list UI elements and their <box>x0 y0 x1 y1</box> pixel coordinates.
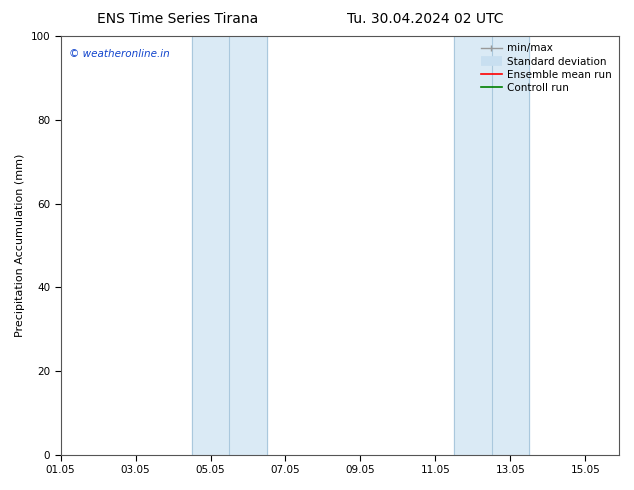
Bar <box>191 36 230 455</box>
Text: Tu. 30.04.2024 02 UTC: Tu. 30.04.2024 02 UTC <box>347 12 503 26</box>
Bar <box>491 36 529 455</box>
Bar <box>230 36 267 455</box>
Bar <box>454 36 491 455</box>
Text: © weatheronline.in: © weatheronline.in <box>69 49 170 59</box>
Y-axis label: Precipitation Accumulation (mm): Precipitation Accumulation (mm) <box>15 154 25 337</box>
Legend: min/max, Standard deviation, Ensemble mean run, Controll run: min/max, Standard deviation, Ensemble me… <box>477 39 616 97</box>
Text: ENS Time Series Tirana: ENS Time Series Tirana <box>97 12 258 26</box>
